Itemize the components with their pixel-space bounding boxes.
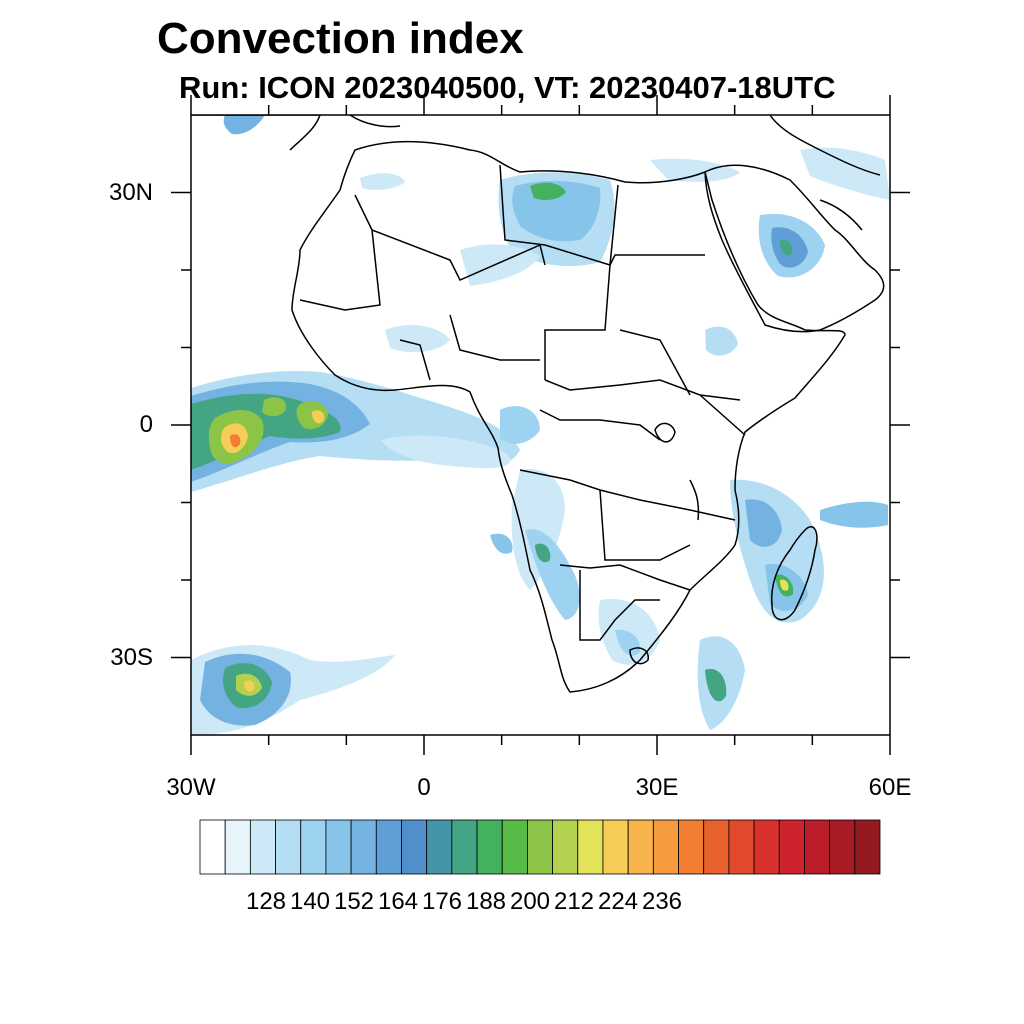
colorbar-swatch <box>350 819 377 875</box>
colorbar-swatch <box>728 819 755 875</box>
colorbar-swatch <box>375 819 402 875</box>
x-tick-label: 0 <box>417 774 431 801</box>
colorbar-swatch <box>627 819 654 875</box>
colorbar-label: 164 <box>377 888 419 915</box>
colorbar-label: 152 <box>333 888 375 915</box>
colorbar-label: 128 <box>245 888 287 915</box>
convection-field <box>191 115 890 735</box>
colorbar-label: 176 <box>421 888 463 915</box>
colorbar-swatch <box>804 819 831 875</box>
colorbar-swatch <box>426 819 453 875</box>
colorbar-swatch <box>224 819 251 875</box>
coastlines <box>191 115 885 693</box>
colorbar <box>199 819 881 875</box>
colorbar-label: 200 <box>509 888 551 915</box>
y-tick-label: 30S <box>110 643 153 671</box>
colorbar-swatch <box>552 819 579 875</box>
colorbar-swatch <box>703 819 730 875</box>
colorbar-label: 140 <box>289 888 331 915</box>
colorbar-swatch <box>325 819 352 875</box>
colorbar-swatch <box>249 819 276 875</box>
colorbar-swatch <box>854 819 881 875</box>
y-tick-label: 0 <box>139 411 153 438</box>
y-tick-label: 30N <box>108 178 153 206</box>
colorbar-swatch <box>451 819 478 875</box>
axis-ticks <box>171 95 910 755</box>
colorbar-label: 212 <box>553 888 595 915</box>
colorbar-label: 236 <box>641 888 683 915</box>
colorbar-swatch <box>778 819 805 875</box>
colorbar-swatch <box>577 819 604 875</box>
colorbar-swatch <box>602 819 629 875</box>
colorbar-swatch <box>300 819 327 875</box>
colorbar-swatch <box>401 819 428 875</box>
colorbar-swatch <box>275 819 302 875</box>
colorbar-label: 224 <box>597 888 639 915</box>
colorbar-swatch <box>753 819 780 875</box>
colorbar-swatch <box>829 819 856 875</box>
colorbar-swatch <box>678 819 705 875</box>
colorbar-swatch <box>501 819 528 875</box>
x-tick-label: 30W <box>166 774 216 801</box>
colorbar-swatch <box>199 819 226 875</box>
map-title: Convection index <box>157 14 524 63</box>
colorbar-swatch <box>527 819 553 875</box>
x-tick-label: 60E <box>868 774 912 801</box>
colorbar-label: 188 <box>465 888 507 915</box>
x-tick-label: 30E <box>635 774 679 801</box>
colorbar-swatch <box>652 819 679 875</box>
colorbar-swatch <box>476 819 503 875</box>
map-subtitle: Run: ICON 2023040500, VT: 20230407-18UTC <box>179 70 836 105</box>
